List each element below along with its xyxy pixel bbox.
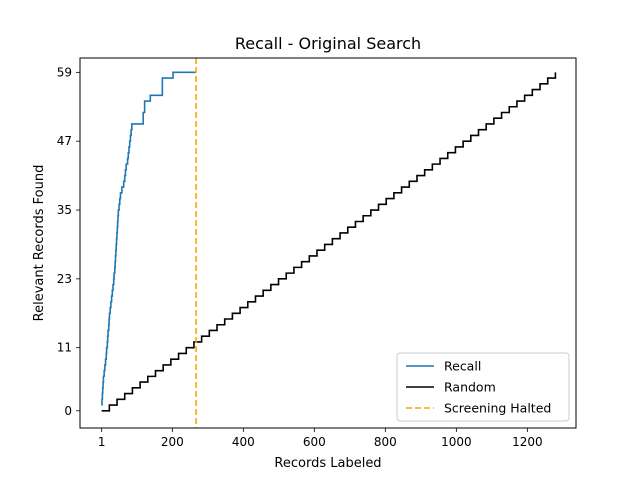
legend-label: Screening Halted [444, 401, 551, 416]
legend-label: Recall [444, 359, 481, 374]
x-axis-label: Records Labeled [274, 456, 381, 471]
plot-frame [79, 57, 577, 429]
x-tick-label: 800 [374, 435, 397, 449]
x-tick-label: 1200 [512, 435, 543, 449]
y-tick-label: 35 [57, 203, 72, 217]
y-tick-label: 23 [57, 272, 72, 286]
y-tick-label: 47 [57, 134, 72, 148]
x-tick-label: 1 [98, 435, 106, 449]
y-tick-label: 0 [64, 404, 72, 418]
x-tick-label: 1000 [441, 435, 472, 449]
y-axis-label: Relevant Records Found [32, 165, 47, 322]
series-layer [101, 58, 557, 428]
chart-title: Recall - Original Search [235, 34, 421, 53]
legend-box [396, 352, 570, 422]
x-tick-label: 200 [161, 435, 184, 449]
x-tick-label: 400 [232, 435, 255, 449]
series-random-line [101, 72, 557, 412]
legend: Recall Random Screening Halted [396, 352, 570, 422]
x-tick-label: 600 [303, 435, 326, 449]
y-tick-label: 11 [57, 341, 72, 355]
legend-label: Random [444, 380, 496, 395]
y-tick-label: 59 [57, 65, 72, 79]
series-recall-line [101, 71, 197, 406]
